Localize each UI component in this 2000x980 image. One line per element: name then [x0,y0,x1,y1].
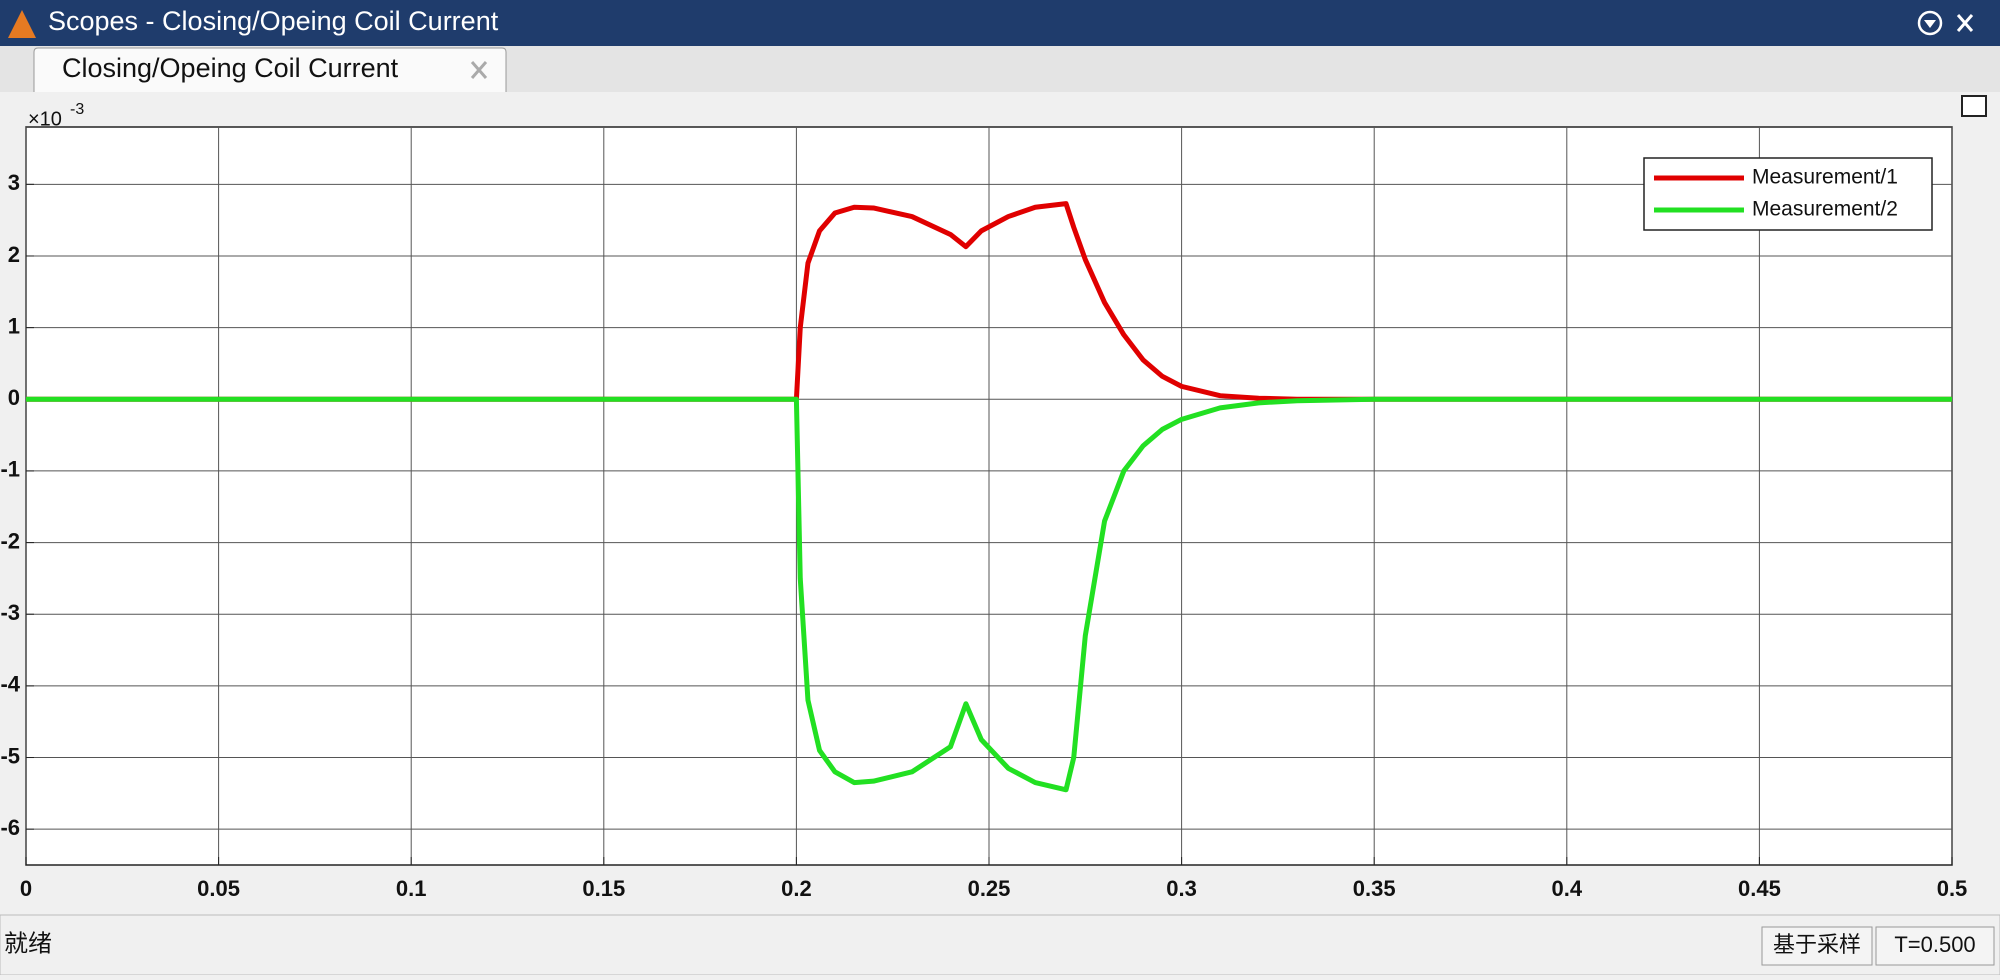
app-icon [8,10,36,38]
menu-arrow [1924,20,1936,28]
title-bar [0,0,2000,46]
legend-box [1643,157,1933,231]
x-tick-label: 0.3 [1166,876,1197,901]
x-tick-label: 0.2 [781,876,812,901]
menu-button[interactable] [1917,10,1943,36]
y-tick-label: -3 [0,600,20,625]
y-tick-label: -5 [0,743,20,768]
series-line [26,396,1952,793]
mode-box [1761,926,1873,966]
x-tick-label: 0.05 [197,876,240,901]
legend-label: Measurement/1 [1752,166,1898,189]
plot: 0 0.05 0.1 0.15 0.2 0.25 0.3 0.35 0.4 0.45 0.5 -6 -5… [0,101,1967,901]
status-text: 就绪 [4,930,52,957]
y-tick-label: 0 [8,385,20,410]
y-exponent: -3 [70,101,84,118]
undock-button[interactable] [1961,95,1987,117]
x-tick-label: 0.45 [1738,876,1781,901]
tab-close[interactable] [470,61,488,79]
window-title: Scopes - Closing/Opeing Coil Current [48,6,499,36]
y-tick-label: -2 [0,528,20,553]
y-tick-label: -4 [0,672,20,697]
y-tick-label: -1 [0,457,20,482]
status-mode: 基于采样 [1773,932,1861,957]
time-box [1875,926,1995,966]
y-tick-label: 3 [8,170,20,195]
x-tick-label: 0.35 [1353,876,1396,901]
legend-label: Measurement/2 [1752,198,1898,221]
y-tick-label: 1 [8,313,20,338]
x-tick-label: 0.15 [582,876,625,901]
status-bar [0,914,2000,976]
x-tick-label: 0.5 [1937,876,1968,901]
close-button[interactable] [1956,14,1974,32]
tab-label: Closing/Opeing Coil Current [62,53,399,83]
y-multiplier: ×10 [28,108,62,130]
x-tick-label: 0.25 [968,876,1011,901]
tab[interactable] [33,47,507,92]
series-line [26,201,1952,402]
status-time: T=0.500 [1894,932,1975,957]
x-tick-label: 0 [20,876,32,901]
x-tick-label: 0.4 [1552,876,1583,901]
y-tick-label: 2 [8,242,20,267]
y-tick-label: -6 [0,815,20,840]
x-tick-label: 0.1 [396,876,427,901]
